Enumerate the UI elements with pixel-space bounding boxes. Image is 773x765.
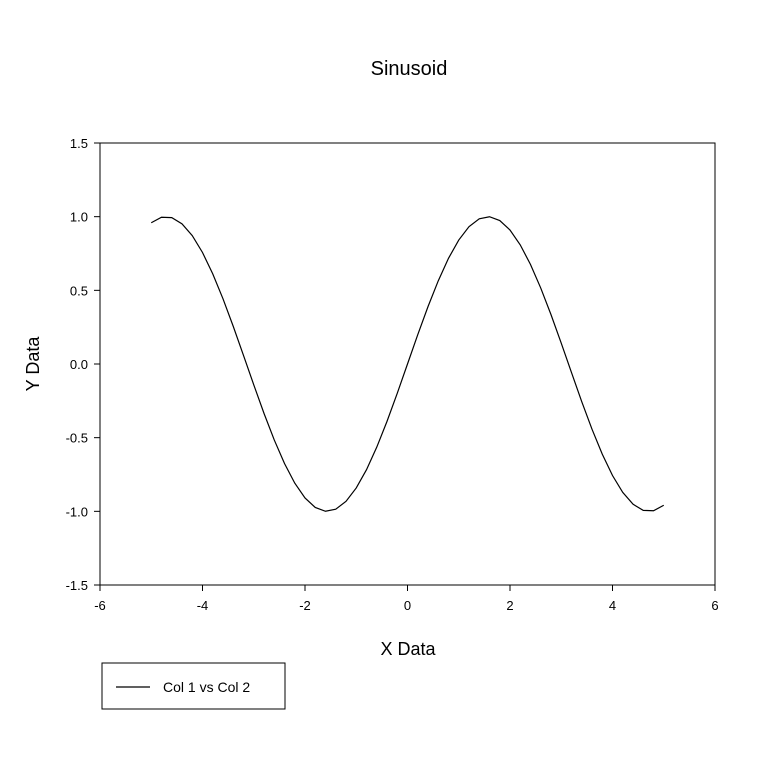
y-tick-label: 1.0 xyxy=(70,210,88,225)
chart-title: Sinusoid xyxy=(371,58,448,80)
y-axis: -1.5 -1.0 -0.5 0.0 0.5 1.0 1.5 xyxy=(66,136,100,593)
y-tick-label: -0.5 xyxy=(66,431,88,446)
x-tick-label: 4 xyxy=(609,598,616,613)
x-tick-label: 0 xyxy=(404,598,411,613)
legend-box xyxy=(101,662,286,710)
legend-entry-col1-vs-col2: Col 1 vs Col 2 xyxy=(163,679,250,695)
x-tick-label: -6 xyxy=(94,598,106,613)
x-tick-label: 6 xyxy=(711,598,718,613)
y-tick-label: 1.5 xyxy=(70,136,88,151)
x-axis-label: X Data xyxy=(380,639,436,659)
x-tick-label: -4 xyxy=(197,598,209,613)
y-tick-label: 0.5 xyxy=(70,283,88,298)
x-axis: -6 -4 -2 0 2 4 6 xyxy=(94,585,719,613)
y-tick-label: 0.0 xyxy=(70,357,88,372)
series-line-col1-vs-col2 xyxy=(150,216,665,512)
x-tick-label: 2 xyxy=(506,598,513,613)
legend: Col 1 vs Col 2 xyxy=(101,662,286,710)
x-tick-label: -2 xyxy=(299,598,311,613)
y-tick-label: -1.5 xyxy=(66,578,88,593)
y-axis-label: Y Data xyxy=(23,336,43,392)
y-tick-label: -1.0 xyxy=(66,504,88,519)
